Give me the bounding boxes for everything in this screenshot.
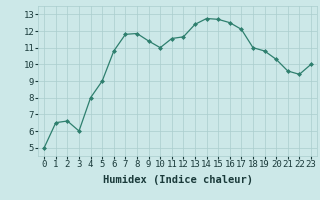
- X-axis label: Humidex (Indice chaleur): Humidex (Indice chaleur): [103, 175, 252, 185]
